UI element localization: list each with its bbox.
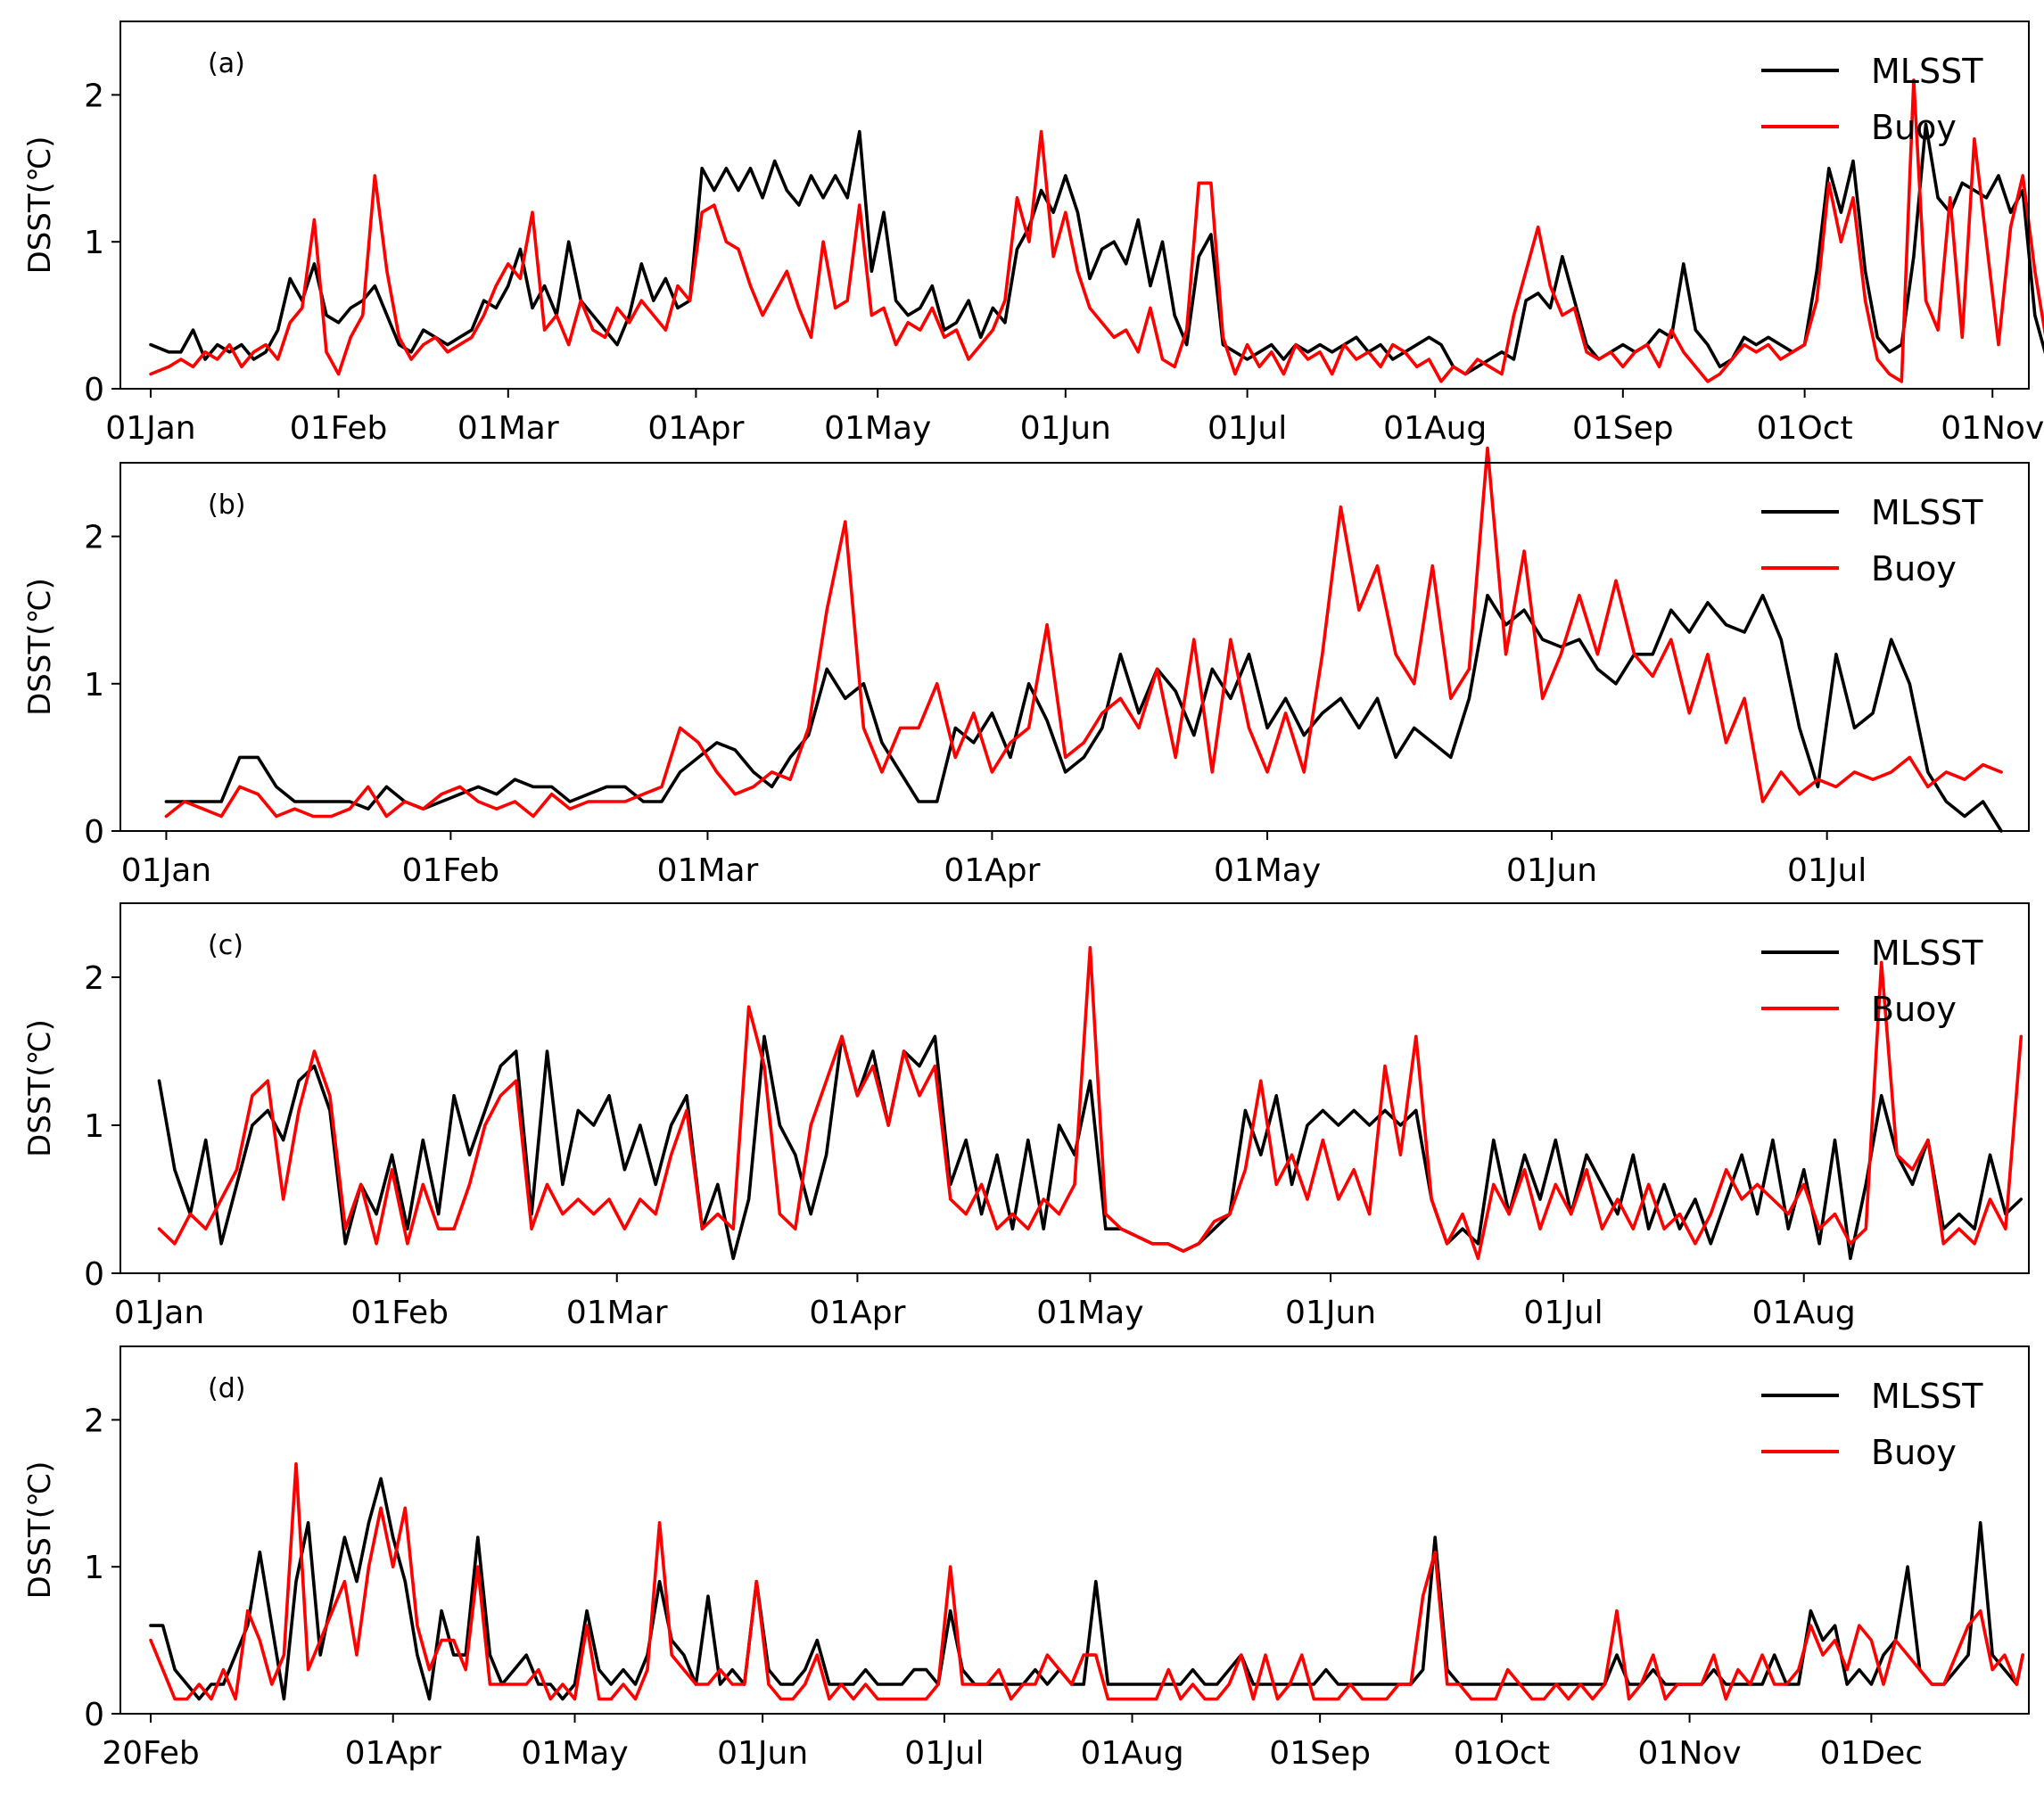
x-tick-label: 01Feb (290, 410, 388, 447)
panel-b: 0 1 2 01Jan 01Feb 01Mar 01Apr 01May 01Jun 01Jul DS… (22, 446, 2030, 889)
x-tick-label: 01Aug (1080, 1735, 1183, 1772)
y-axis-label: DSST(℃) (22, 1461, 58, 1600)
legend-label-mlsst: MLSST (1871, 493, 1983, 532)
series-line-mlsst (149, 122, 2044, 376)
panel-a: 0 1 2 01Jan 01Feb 01Mar 01Apr 01May 01Jun 01Jul 01… (22, 21, 2044, 447)
plot-frame (120, 1345, 2030, 1715)
x-tick-label: 01Oct (1757, 410, 1853, 447)
legend-label-buoy: Buoy (1871, 990, 1957, 1029)
x-tick-label: 01May (824, 410, 931, 447)
panel-c: 0 1 2 01Jan 01Feb 01Mar 01Apr 01May 01Jun 01Jul 01… (22, 902, 2030, 1331)
x-tick-label: 01Nov (1941, 410, 2044, 447)
y-tick-label: 0 (84, 814, 104, 851)
y-tick-label: 0 (84, 372, 104, 408)
series-line-mlsst (157, 1034, 2023, 1261)
x-tick-label: 01Jun (1020, 410, 1111, 447)
x-tick-label: 01Jul (1207, 410, 1287, 447)
plot-frame (120, 462, 2030, 832)
x-tick-label: 01Sep (1269, 1735, 1371, 1772)
y-tick-label: 2 (84, 960, 104, 997)
y-tick-label: 1 (84, 667, 104, 704)
plot-frame (120, 21, 2030, 390)
x-tick-label: 01Apr (944, 852, 1040, 889)
y-axis-label: DSST(℃) (22, 578, 58, 716)
x-tick-label: 01Jun (1285, 1295, 1376, 1331)
panel-label: (b) (208, 490, 245, 521)
panel-label: (c) (208, 930, 243, 961)
x-tick-label: 01Jun (1506, 852, 1597, 889)
series-line-buoy (157, 946, 2023, 1261)
series-line-mlsst (164, 593, 2003, 833)
y-axis-label: DSST(℃) (22, 1019, 58, 1157)
x-tick-label: 01Feb (402, 852, 500, 889)
y-tick-label: 1 (84, 1108, 104, 1145)
legend-label-mlsst: MLSST (1871, 934, 1983, 973)
x-tick-label: 01Jul (1523, 1295, 1603, 1331)
x-tick-label: 01Jan (105, 410, 195, 447)
y-tick-label: 1 (84, 1550, 104, 1586)
y-tick-label: 0 (84, 1256, 104, 1293)
x-tick-label: 01Aug (1383, 410, 1487, 447)
x-tick-label: 01Mar (657, 852, 759, 889)
x-tick-label: 01May (521, 1735, 628, 1772)
x-tick-label: 01May (1214, 852, 1321, 889)
x-tick-label: 01Dec (1820, 1735, 1923, 1772)
legend: MLSST Buoy (1761, 493, 1983, 588)
y-axis-label: DSST(℃) (22, 136, 58, 275)
legend-label-buoy: Buoy (1871, 108, 1957, 147)
legend: MLSST Buoy (1761, 52, 1983, 147)
legend-label-buoy: Buoy (1871, 549, 1957, 588)
series-line-buoy (149, 1462, 2024, 1701)
panel-label: (a) (208, 48, 245, 79)
x-tick-label: 20Feb (102, 1735, 200, 1772)
x-tick-label: 01Apr (809, 1295, 905, 1331)
y-tick-label: 2 (84, 78, 104, 114)
series-line-buoy (149, 78, 2044, 383)
legend: MLSST Buoy (1761, 934, 1983, 1029)
x-tick-label: 01Apr (345, 1735, 441, 1772)
y-tick-label: 0 (84, 1697, 104, 1733)
x-tick-label: 01Sep (1572, 410, 1674, 447)
legend-label-mlsst: MLSST (1871, 52, 1983, 91)
x-tick-label: 01Jun (717, 1735, 808, 1772)
legend: MLSST Buoy (1761, 1377, 1983, 1472)
y-tick-label: 2 (84, 520, 104, 556)
series-line-buoy (164, 446, 2003, 819)
x-tick-label: 01Jul (1787, 852, 1867, 889)
x-tick-label: 01Oct (1454, 1735, 1550, 1772)
y-tick-label: 1 (84, 225, 104, 261)
legend-label-mlsst: MLSST (1871, 1377, 1983, 1416)
legend-label-buoy: Buoy (1871, 1433, 1957, 1472)
x-tick-label: 01Apr (647, 410, 744, 447)
plot-frame (120, 902, 2030, 1274)
panel-label: (d) (208, 1373, 245, 1404)
series-line-mlsst (149, 1477, 2024, 1701)
x-tick-label: 01Mar (457, 410, 559, 447)
x-tick-label: 01Jan (121, 852, 211, 889)
y-tick-label: 2 (84, 1403, 104, 1439)
x-tick-label: 01Feb (350, 1295, 449, 1331)
x-tick-label: 01Nov (1638, 1735, 1742, 1772)
x-tick-label: 01Aug (1752, 1295, 1856, 1331)
x-tick-label: 01Jan (114, 1295, 204, 1331)
x-tick-label: 01Mar (566, 1295, 668, 1331)
panel-d: 0 1 2 20Feb 01Apr 01May 01Jun 01Jul 01Aug 01Sep 01… (22, 1345, 2030, 1772)
x-tick-label: 01May (1036, 1295, 1143, 1331)
x-tick-label: 01Jul (904, 1735, 984, 1772)
